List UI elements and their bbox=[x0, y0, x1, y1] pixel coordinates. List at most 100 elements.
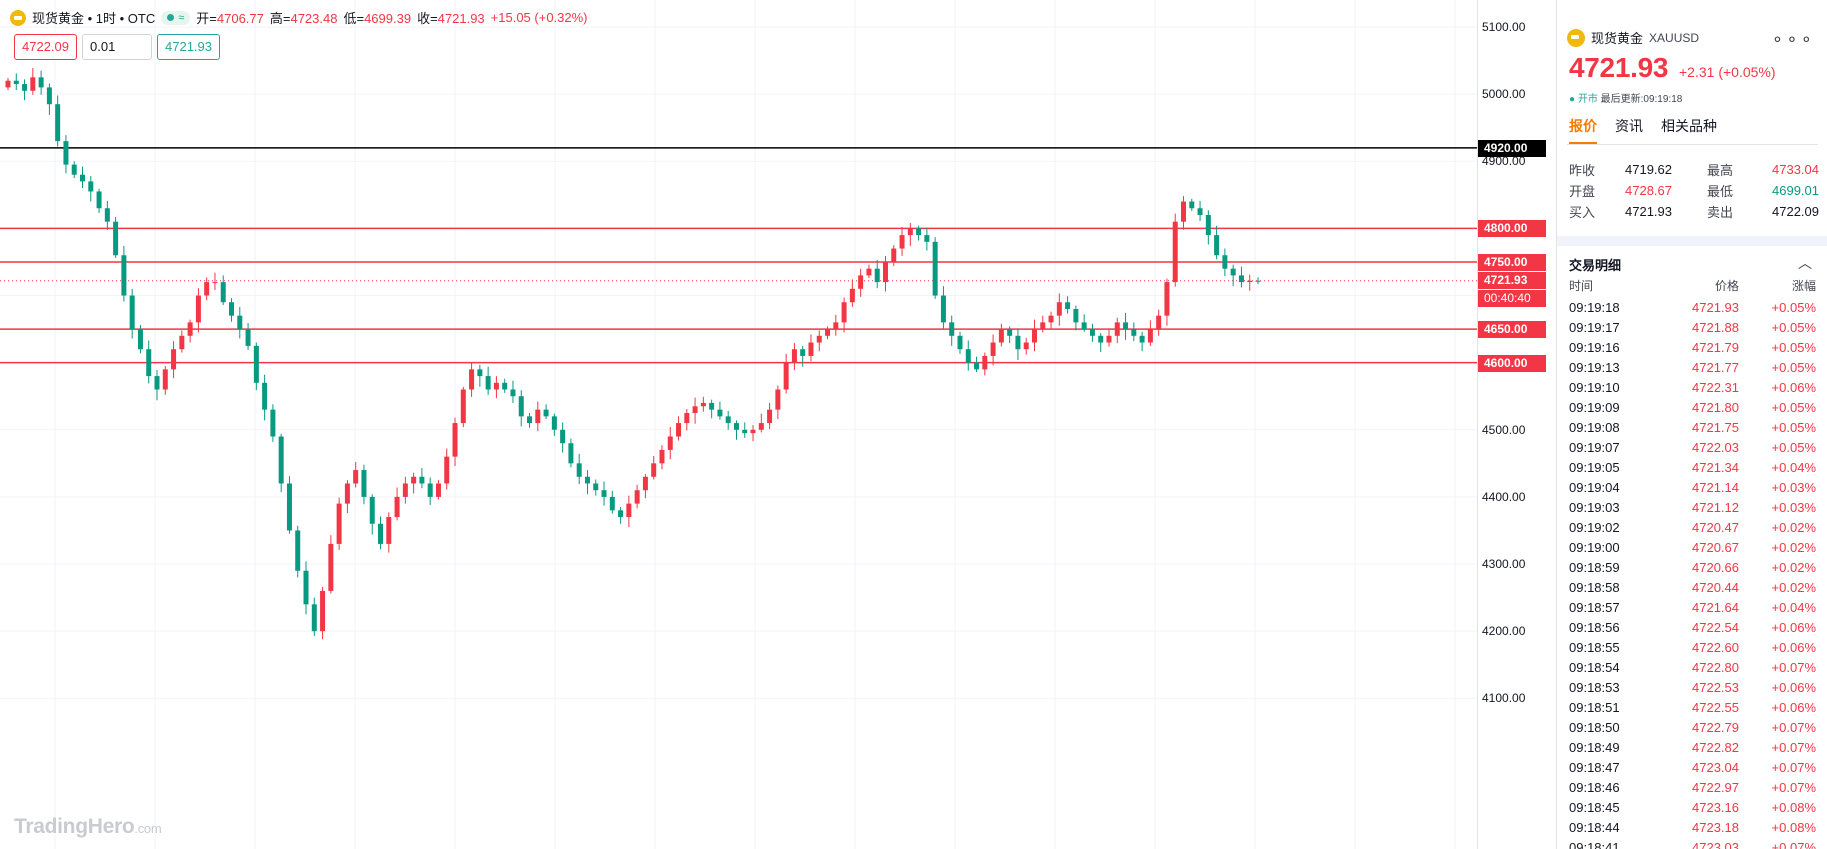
candle-body bbox=[560, 429, 566, 444]
candle-body bbox=[684, 412, 690, 424]
trade-row: 09:18:44 4723.18 +0.08% bbox=[1569, 819, 1816, 835]
trade-row: 09:18:45 4723.16 +0.08% bbox=[1569, 799, 1816, 815]
wave-icon: ≈ bbox=[178, 11, 185, 24]
candle-body bbox=[394, 496, 400, 518]
candle-body bbox=[270, 409, 276, 437]
tab-quote[interactable]: 报价 bbox=[1569, 116, 1597, 144]
candle-body bbox=[1189, 201, 1195, 209]
candle-body bbox=[899, 235, 905, 249]
candle-body bbox=[974, 362, 980, 370]
bid-value: 4721.93 bbox=[1625, 204, 1672, 219]
trade-row: 09:19:03 4721.12 +0.03% bbox=[1569, 499, 1816, 515]
candle-body bbox=[1123, 322, 1129, 330]
buy-price-button[interactable]: 4721.93 bbox=[157, 34, 220, 60]
candle-body bbox=[510, 389, 516, 397]
candle-body bbox=[212, 282, 218, 284]
candle-body bbox=[982, 355, 988, 370]
status-dot-icon bbox=[167, 14, 175, 21]
candle-body bbox=[1015, 335, 1021, 350]
candle-body bbox=[634, 490, 640, 504]
candle-body bbox=[179, 335, 185, 350]
prev-close-value: 4719.62 bbox=[1625, 162, 1672, 177]
trade-row: 09:18:58 4720.44 +0.02% bbox=[1569, 579, 1816, 595]
candle-body bbox=[866, 268, 872, 276]
candle-body bbox=[22, 84, 28, 91]
candle-body bbox=[187, 322, 193, 336]
candle-body bbox=[1081, 322, 1087, 330]
candle-body bbox=[1156, 315, 1162, 330]
candle-body bbox=[96, 191, 102, 209]
candle-body bbox=[1048, 315, 1054, 323]
open-value: 4728.67 bbox=[1625, 183, 1672, 198]
candle-body bbox=[253, 345, 259, 383]
price-axis[interactable]: 5100.005000.004900.004800.004700.004600.… bbox=[1477, 0, 1557, 849]
candle-body bbox=[767, 409, 773, 424]
trade-row: 09:18:49 4722.82 +0.07% bbox=[1569, 739, 1816, 755]
candle-body bbox=[113, 221, 119, 256]
candle-body bbox=[916, 228, 922, 236]
candle-body bbox=[237, 315, 243, 330]
price-tick: 4500.00 bbox=[1482, 422, 1526, 437]
symbol-title[interactable]: 现货黄金 • 1时 • OTC bbox=[32, 11, 156, 26]
last-price: 4721.93 bbox=[1569, 52, 1669, 83]
candle-body bbox=[55, 104, 61, 142]
candle-body bbox=[303, 570, 309, 605]
candle-body bbox=[1180, 201, 1186, 222]
candle-body bbox=[204, 282, 210, 296]
candle-body bbox=[469, 369, 475, 390]
candle-body bbox=[882, 261, 888, 283]
chevron-up-icon[interactable]: ︿ bbox=[1798, 255, 1812, 271]
gold-icon bbox=[1567, 28, 1585, 47]
candle-body bbox=[700, 402, 706, 407]
candle-body bbox=[527, 416, 533, 424]
candle-body bbox=[791, 349, 797, 363]
panel-symbol: 现货黄金 bbox=[1591, 31, 1644, 46]
tab-news[interactable]: 资讯 bbox=[1615, 118, 1643, 134]
price-chart[interactable] bbox=[0, 0, 1556, 849]
candle-body bbox=[154, 376, 160, 390]
quote-row: 开盘 4728.67 最低 4699.01 bbox=[1569, 183, 1819, 199]
trades-list[interactable]: 09:19:18 4721.93 +0.05% 09:19:17 4721.88 +0.0… bbox=[1569, 297, 1816, 849]
candle-body bbox=[808, 342, 814, 356]
candle-body bbox=[1147, 329, 1153, 343]
candle-body bbox=[369, 496, 375, 524]
candle-body bbox=[709, 402, 715, 410]
tab-related[interactable]: 相关品种 bbox=[1661, 118, 1717, 134]
sell-price-button[interactable]: 4722.09 bbox=[14, 34, 77, 60]
candle-body bbox=[874, 268, 880, 283]
candle-body bbox=[444, 456, 450, 484]
more-icon[interactable]: ⚬⚬⚬ bbox=[1770, 32, 1814, 49]
candle-body bbox=[568, 443, 574, 464]
panel-code: XAUUSD bbox=[1649, 30, 1700, 45]
candle-body bbox=[5, 80, 11, 88]
market-status-pill[interactable]: ≈ bbox=[161, 10, 191, 25]
trade-row: 09:19:18 4721.93 +0.05% bbox=[1569, 299, 1816, 315]
candle-body bbox=[676, 423, 682, 437]
trade-row: 09:18:41 4723.03 +0.07% bbox=[1569, 839, 1816, 849]
ohlc-high: 高=4723.48 bbox=[269, 11, 338, 26]
candle-body bbox=[245, 329, 251, 346]
trade-row: 09:19:10 4722.31 +0.06% bbox=[1569, 379, 1816, 395]
candle-body bbox=[949, 322, 955, 336]
bar-countdown-label: 00:40:40 bbox=[1478, 289, 1546, 307]
candle-body bbox=[932, 241, 938, 296]
chart-area[interactable]: 现货黄金 • 1时 • OTC ≈ 开=4706.77 高=4723.48 低=… bbox=[0, 0, 1556, 849]
candle-body bbox=[725, 416, 731, 424]
candle-body bbox=[1139, 335, 1145, 343]
candle-body bbox=[800, 349, 806, 356]
candle-body bbox=[1073, 308, 1079, 323]
candle-body bbox=[576, 463, 582, 477]
candle-body bbox=[1065, 302, 1071, 309]
high-value: 4733.04 bbox=[1772, 162, 1819, 177]
candle-body bbox=[1040, 322, 1046, 330]
candle-body bbox=[957, 335, 963, 350]
candle-body bbox=[63, 141, 69, 165]
quantity-input[interactable]: 0.01 bbox=[82, 34, 152, 60]
candle-body bbox=[858, 275, 864, 289]
candle-body bbox=[825, 329, 831, 336]
candle-body bbox=[278, 436, 284, 484]
candle-body bbox=[229, 302, 235, 316]
trade-row: 09:19:16 4721.79 +0.05% bbox=[1569, 339, 1816, 355]
price-level-label: 4800.00 bbox=[1478, 220, 1546, 238]
ask-value: 4722.09 bbox=[1772, 204, 1819, 219]
